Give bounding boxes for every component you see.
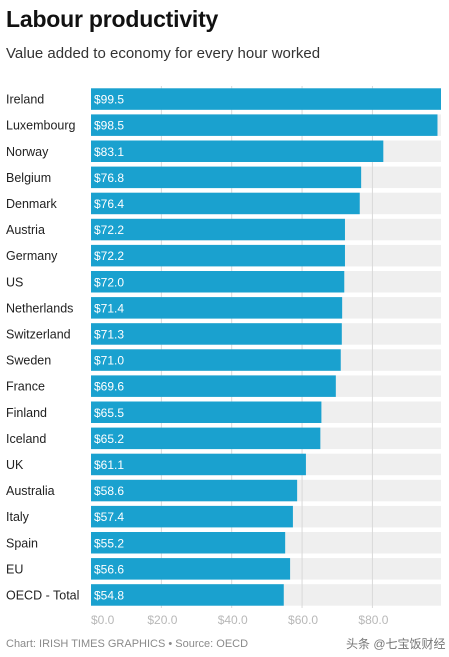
bar: [91, 88, 441, 110]
data-label: $71.4: [94, 301, 124, 315]
data-label: $57.4: [94, 510, 124, 524]
category-label: Sweden: [6, 354, 51, 368]
bar: [91, 558, 291, 580]
category-label: Finland: [6, 406, 47, 420]
category-label: Italy: [6, 510, 30, 524]
x-tick-label: $60.0: [288, 613, 318, 627]
bar-chart: Ireland $99.5 Luxembourg $98.5 Norway $83.1 Be…: [6, 86, 441, 627]
category-label: Ireland: [6, 93, 44, 107]
bar: [91, 375, 336, 397]
bar: [91, 271, 345, 293]
x-tick-label: $80.0: [358, 613, 388, 627]
bar: [91, 244, 345, 267]
data-label: $76.8: [94, 171, 124, 185]
data-label: $71.0: [94, 354, 124, 368]
category-label: Netherlands: [6, 301, 73, 315]
bar: [91, 532, 286, 554]
bar: [91, 427, 321, 450]
category-label: Germany: [6, 249, 58, 263]
category-label: OECD - Total: [6, 588, 79, 602]
category-label: Luxembourg: [6, 119, 76, 133]
data-label: $56.6: [94, 562, 124, 576]
data-label: $99.5: [94, 93, 124, 107]
category-label: UK: [6, 458, 24, 472]
watermark: 头条 @七宝饭财经: [346, 637, 446, 651]
bar: [91, 140, 384, 162]
bar: [91, 297, 343, 319]
data-label: $98.5: [94, 119, 124, 133]
chart-title: Labour productivity: [6, 6, 219, 32]
bar: [91, 584, 284, 606]
category-label: France: [6, 380, 45, 394]
bar: [91, 479, 298, 502]
category-label: Norway: [6, 145, 49, 159]
bar: [91, 114, 438, 136]
category-label: EU: [6, 562, 23, 576]
chart-source: Chart: IRISH TIMES GRAPHICS • Source: OE…: [6, 638, 249, 650]
bar: [91, 218, 345, 241]
x-tick-label: $40.0: [218, 613, 248, 627]
data-label: $65.5: [94, 406, 124, 420]
category-label: Spain: [6, 536, 38, 550]
category-label: Switzerland: [6, 327, 71, 341]
data-label: $55.2: [94, 536, 124, 550]
category-label: US: [6, 275, 23, 289]
data-label: $83.1: [94, 145, 124, 159]
category-label: Austria: [6, 223, 45, 237]
data-label: $72.0: [94, 275, 124, 289]
bar: [91, 192, 360, 215]
category-label: Denmark: [6, 197, 57, 211]
bar: [91, 505, 293, 528]
data-label: $76.4: [94, 197, 124, 211]
data-label: $71.3: [94, 327, 124, 341]
x-tick-label: $0.0: [91, 613, 115, 627]
category-label: Belgium: [6, 171, 51, 185]
category-label: Iceland: [6, 432, 46, 446]
data-label: $58.6: [94, 484, 124, 498]
data-label: $54.8: [94, 588, 124, 602]
bar: [91, 323, 342, 345]
data-label: $72.2: [94, 249, 124, 263]
data-label: $69.6: [94, 380, 124, 394]
bar: [91, 401, 322, 423]
data-label: $65.2: [94, 432, 124, 446]
bar: [91, 349, 341, 371]
data-label: $72.2: [94, 223, 124, 237]
bar: [91, 166, 362, 189]
chart-subtitle: Value added to economy for every hour wo…: [6, 45, 321, 62]
x-tick-label: $20.0: [147, 613, 177, 627]
bar: [91, 453, 306, 476]
category-label: Australia: [6, 484, 55, 498]
data-label: $61.1: [94, 458, 124, 472]
